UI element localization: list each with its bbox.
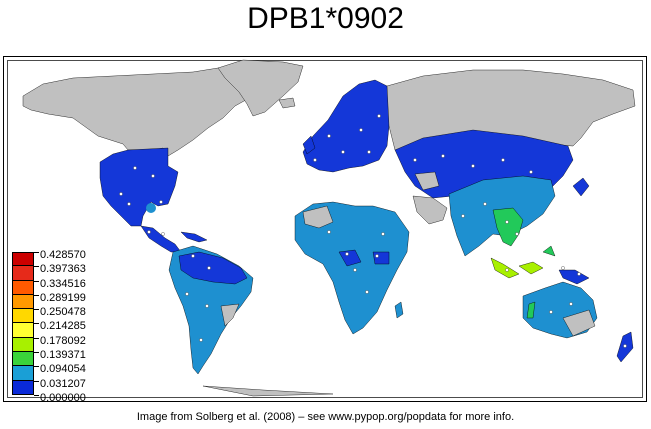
japan-region [572,177,590,197]
legend-label: 0.139371 [40,349,86,362]
madagascar-region [394,301,404,319]
indonesia-region [490,257,520,279]
uk-region [302,135,316,155]
usa-mexico-region [99,147,179,227]
legend-label: 0.000000 [40,391,86,404]
legend-row: 0.397363 [10,263,130,281]
color-scale-legend: 0.428570 0.397363 0.334516 0.289199 0.25… [10,249,130,404]
world-map [3,56,647,402]
new-guinea-region [558,269,590,285]
legend-label: 0.397363 [40,263,86,276]
legend-label: 0.289199 [40,291,86,304]
north-africa-no-data [302,205,334,229]
australia-no-data [562,309,596,337]
legend-row: 0.250478 [10,306,130,324]
antarctica-no-data [202,385,334,397]
legend-label: 0.428570 [40,249,86,261]
amazon-region [178,251,248,285]
arabia-no-data [412,195,448,225]
map-inner-border [7,60,643,398]
legend-row-last: 0.000000 [10,392,130,404]
legend-label: 0.334516 [40,277,86,290]
legend-row: 0.178092 [10,334,130,353]
legend-label: 0.178092 [40,334,86,347]
central-africa-cluster [338,249,362,267]
greenland-no-data [217,59,304,117]
iceland-no-data [278,97,296,109]
africa-region [294,201,410,335]
legend-label: 0.031207 [40,377,86,390]
legend-row: 0.094054 [10,363,130,381]
legend-row: 0.428570 [10,249,130,267]
legend-row: 0.214285 [10,320,130,338]
source-caption: Image from Solberg et al. (2008) – see w… [136,411,515,423]
east-africa-cluster [372,251,390,265]
legend-row: 0.139371 [10,349,130,367]
legend-row: 0.334516 [10,277,130,295]
legend-label: 0.214285 [40,320,86,333]
indochina-green-region [492,207,524,247]
legend-row: 0.031207 [10,377,130,395]
legend-label: 0.094054 [40,363,86,376]
usa-cluster-dot [146,203,156,213]
canada-no-data [22,67,259,157]
iran-no-data [414,171,440,191]
legend-row: 0.289199 [10,291,130,310]
legend-label: 0.250478 [40,306,86,319]
south-america-no-data [220,303,240,327]
sampling-points [119,114,627,348]
map-title: DPB1*0902 [247,2,404,35]
